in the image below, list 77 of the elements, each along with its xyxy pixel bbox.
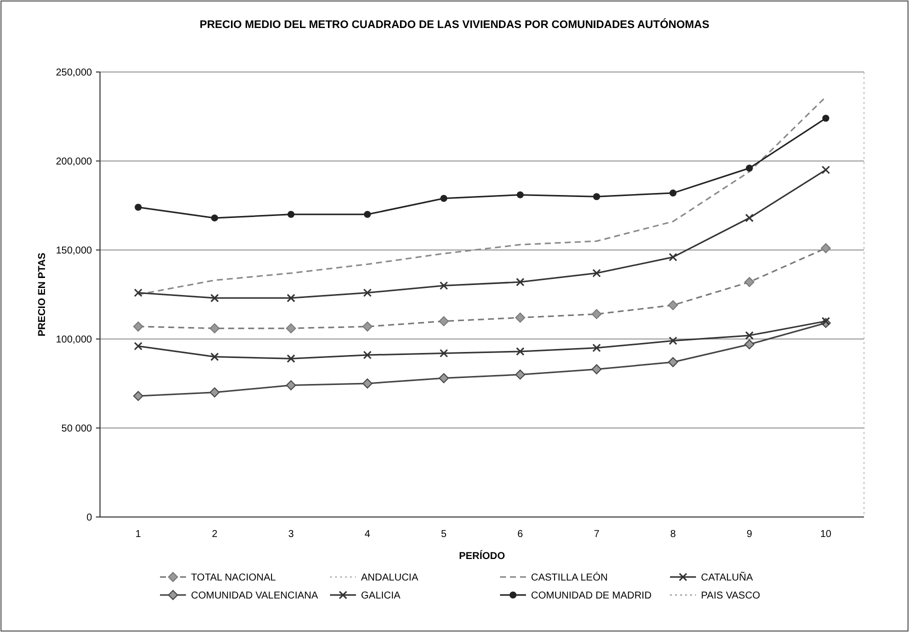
point <box>286 323 296 334</box>
point <box>592 268 601 278</box>
point <box>364 210 371 218</box>
x-tick-label: 4 <box>364 529 371 540</box>
point <box>440 194 448 202</box>
x-tick-label: 6 <box>517 529 524 540</box>
legend-label: PAIS VASCO <box>701 590 760 602</box>
point <box>822 114 830 122</box>
legend-label: CASTILLA LEÓN <box>531 572 608 584</box>
point <box>438 373 449 384</box>
point <box>668 300 678 310</box>
line-series <box>137 96 827 296</box>
x-tick-label: 7 <box>594 529 600 540</box>
point <box>286 294 296 302</box>
point <box>820 243 831 254</box>
point <box>592 344 601 352</box>
point <box>134 288 142 297</box>
y-tick-label: 0 <box>86 512 92 524</box>
x-tick-label: 1 <box>135 529 142 540</box>
x-tick-label: 2 <box>212 529 218 540</box>
point <box>211 214 218 222</box>
point <box>133 322 144 332</box>
point <box>668 252 678 262</box>
point <box>210 294 219 302</box>
point <box>822 316 830 326</box>
point <box>516 347 524 356</box>
y-tick-label: 50 000 <box>61 424 92 434</box>
y-axis-title: PRECIO EN PTAS <box>37 252 48 336</box>
point <box>440 348 448 358</box>
point <box>668 357 678 368</box>
y-tick-label: 250,000 <box>56 68 92 78</box>
point <box>363 288 372 297</box>
legend-label: COMUNIDAD DE MADRID <box>531 590 652 602</box>
legend-label: COMUNIDAD VALENCIANA <box>191 590 318 602</box>
legend-label: TOTAL NACIONAL <box>191 572 276 584</box>
point <box>210 323 220 334</box>
point <box>744 339 754 350</box>
x-axis-title: PERÍODO <box>458 550 506 562</box>
legend-label: ANDALUCIA <box>361 572 419 584</box>
point <box>134 204 142 211</box>
point <box>440 281 448 290</box>
x-tick-label: 5 <box>441 529 448 540</box>
point <box>516 278 524 286</box>
point <box>593 193 600 200</box>
y-tick-label: 150,000 <box>56 246 92 256</box>
point <box>515 370 526 380</box>
point <box>210 387 220 398</box>
point <box>670 190 676 197</box>
point <box>592 309 602 320</box>
y-tick-label: 100,000 <box>56 334 92 346</box>
point <box>363 350 372 360</box>
point <box>515 312 526 323</box>
point <box>210 352 219 362</box>
legend-label: CATALUÑA <box>701 572 754 584</box>
legend-label: GALICIA <box>361 590 401 602</box>
point <box>668 336 678 346</box>
point <box>438 316 449 326</box>
x-tick-label: 9 <box>746 529 753 540</box>
point <box>745 214 754 222</box>
point <box>362 322 372 332</box>
point <box>286 380 296 390</box>
chart-title: PRECIO MEDIO DEL METRO CUADRADO DE LAS VIVIENDAS POR COMUNIDADES AUTÓNOMAS <box>200 18 710 31</box>
x-tick-label: 8 <box>670 529 676 540</box>
point <box>133 390 144 401</box>
point <box>744 277 754 288</box>
point <box>822 166 830 174</box>
x-tick-label: 10 <box>820 529 832 540</box>
point <box>745 331 754 340</box>
point <box>516 191 524 198</box>
point <box>362 378 372 388</box>
x-tick-label: 3 <box>288 529 294 540</box>
point <box>134 342 142 350</box>
point <box>288 210 294 218</box>
point <box>746 164 753 172</box>
point <box>592 364 602 374</box>
point <box>286 354 296 363</box>
y-tick-label: 200,000 <box>56 156 92 168</box>
